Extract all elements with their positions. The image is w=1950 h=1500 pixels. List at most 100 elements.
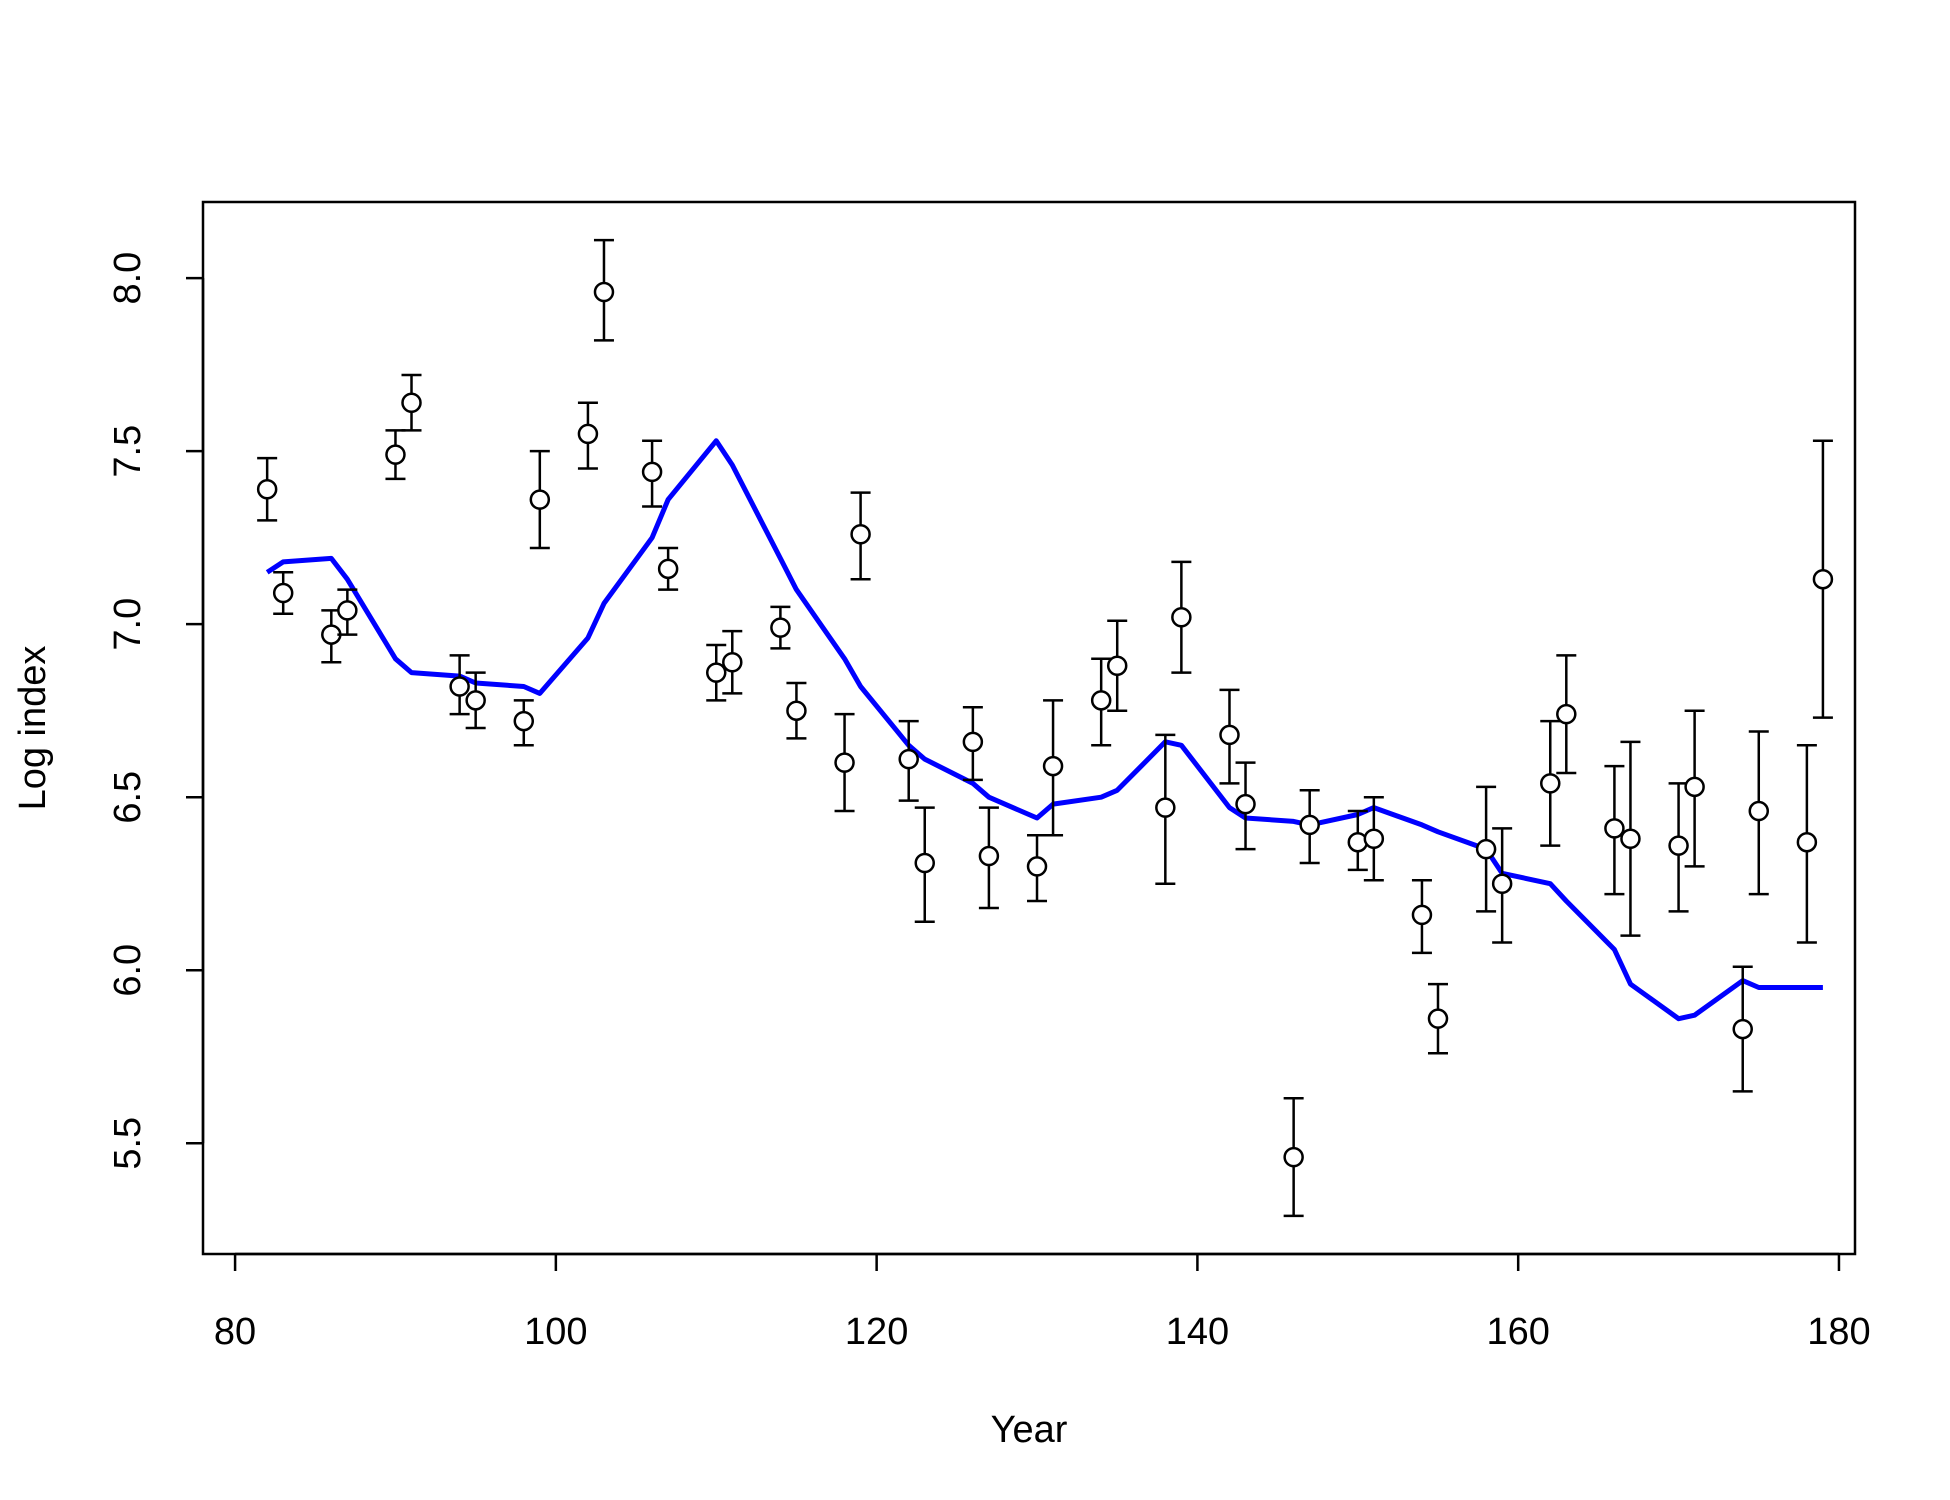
observed-series — [256, 238, 1834, 1218]
observation — [850, 491, 871, 581]
data-point — [385, 444, 406, 465]
observation — [722, 629, 743, 695]
data-point — [850, 523, 871, 545]
observation — [898, 719, 919, 802]
observation — [1732, 965, 1753, 1093]
observation — [272, 571, 294, 616]
observation — [1026, 834, 1048, 903]
observation — [577, 401, 599, 470]
observation — [1042, 699, 1064, 837]
data-point — [1475, 838, 1497, 860]
observation — [1796, 744, 1818, 944]
observation — [385, 429, 406, 481]
data-point — [1556, 703, 1577, 725]
fitted-line — [265, 438, 1823, 1022]
data-point — [1427, 1008, 1449, 1029]
data-point — [1684, 776, 1705, 798]
x-tick-label: 140 — [1166, 1311, 1229, 1353]
data-point — [1363, 828, 1385, 849]
data-point — [1219, 724, 1240, 746]
data-point — [337, 600, 358, 621]
observation — [914, 806, 935, 924]
data-point — [978, 845, 1000, 867]
data-point — [1283, 1146, 1304, 1168]
data-point — [577, 423, 599, 445]
observation — [1283, 1097, 1304, 1218]
data-point — [1748, 800, 1770, 822]
plot-frame — [201, 200, 1857, 1256]
fitted-series — [265, 438, 1823, 1022]
data-point — [449, 676, 470, 697]
observation — [705, 643, 727, 702]
observation — [593, 238, 615, 342]
y-tick-label: 6.5 — [107, 771, 149, 824]
observation — [962, 705, 984, 782]
data-point — [529, 489, 551, 510]
data-point — [1668, 835, 1689, 856]
data-point — [1812, 568, 1834, 590]
data-point — [1299, 814, 1320, 836]
observation — [449, 654, 470, 716]
observation — [1363, 795, 1385, 882]
data-point — [1411, 904, 1433, 926]
x-tick-label: 120 — [845, 1311, 908, 1353]
observation — [465, 671, 486, 730]
y-tick-label: 6.0 — [107, 944, 149, 997]
data-point — [705, 662, 727, 683]
observation — [1427, 982, 1449, 1055]
data-point — [834, 752, 855, 773]
observation — [321, 609, 342, 664]
data-point — [1155, 797, 1176, 818]
observation — [1171, 560, 1192, 674]
observation — [401, 373, 422, 432]
observation — [1748, 730, 1770, 896]
axes: 80 100 120 140 160 180 5.5 6.0 6.5 7.0 7.5 8.0 — [107, 252, 1871, 1353]
y-tick-label: 5.5 — [107, 1117, 149, 1170]
data-point — [914, 852, 935, 874]
data-point — [593, 281, 615, 303]
observation — [1219, 688, 1240, 785]
observation — [513, 699, 535, 747]
observation — [1684, 709, 1705, 868]
data-point — [1540, 773, 1561, 794]
data-point — [465, 690, 486, 711]
observation — [1491, 827, 1513, 944]
observation — [1620, 740, 1641, 937]
observation — [834, 712, 855, 813]
data-point — [1171, 607, 1192, 628]
data-point — [962, 731, 984, 753]
observation — [529, 449, 551, 550]
data-point — [1235, 793, 1256, 815]
data-point — [1796, 831, 1818, 853]
observation — [1812, 439, 1834, 719]
observation — [1411, 879, 1433, 955]
observation — [1668, 782, 1689, 913]
observation — [337, 588, 358, 636]
data-point — [641, 461, 663, 483]
data-point — [1604, 818, 1625, 839]
data-point — [401, 392, 422, 413]
data-point — [1042, 755, 1064, 777]
observation — [770, 605, 791, 650]
data-point — [1491, 873, 1513, 894]
observation — [1155, 733, 1176, 885]
data-point — [256, 478, 278, 500]
data-point — [1026, 856, 1048, 877]
x-axis-title: Year — [991, 1409, 1068, 1451]
observation — [641, 439, 663, 508]
data-point — [722, 652, 743, 673]
data-point — [898, 748, 919, 770]
data-point — [657, 558, 679, 580]
observation — [1106, 619, 1128, 712]
observation — [786, 681, 807, 740]
data-point — [272, 582, 294, 604]
y-tick-label: 7.0 — [107, 598, 149, 651]
observation — [657, 546, 679, 591]
observation — [1604, 764, 1625, 896]
y-tick-label: 7.5 — [107, 425, 149, 478]
observation — [1556, 654, 1577, 775]
observation — [1090, 657, 1112, 747]
observation — [978, 806, 1000, 910]
x-tick-label: 80 — [214, 1311, 256, 1353]
